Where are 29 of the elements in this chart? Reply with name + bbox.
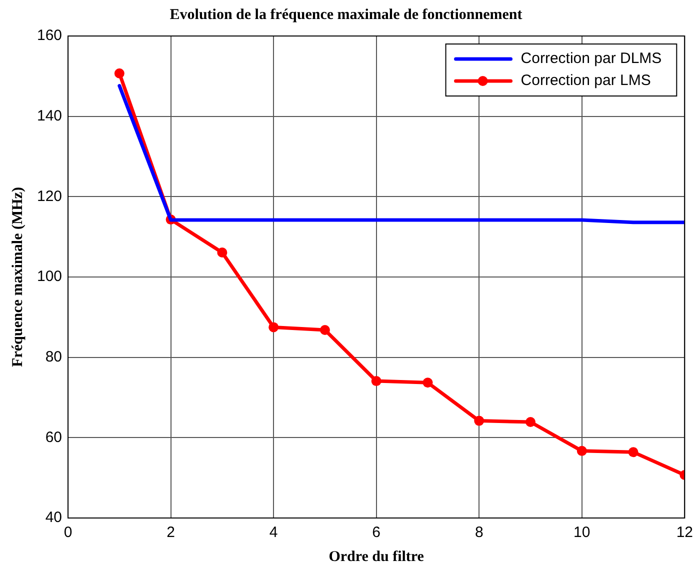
x-tick-label: 4 [269,524,278,542]
point [268,322,279,332]
y-tick-label: 120 [36,188,62,205]
point [114,68,124,78]
point [628,447,638,458]
point [576,446,587,456]
point [217,248,228,258]
x-tick-label: 12 [676,524,693,542]
point [526,417,536,427]
x-axis-title: Ordre du filtre [328,548,424,565]
point [474,416,484,426]
x-tick-label: 0 [64,524,72,542]
chart-title: Evolution de la fréquence maximale de fonctionnement [170,6,522,23]
x-tick-label: 6 [372,524,381,542]
point [422,378,433,388]
x-tick-label: 8 [474,524,484,542]
y-tick-label: 60 [45,428,62,446]
x-tick-label: 2 [166,524,175,542]
y-tick-label: 40 [45,509,62,526]
x-tick-label: 10 [574,524,590,542]
y-tick-label: 100 [36,268,62,286]
legend-label: Correction par LMS [520,72,651,90]
y-tick-label: 140 [36,107,62,124]
point [320,325,330,336]
legend-label: Correction par DLMS [520,50,662,68]
y-axis-title: Fréquence maximale (MHz) [10,187,26,367]
point [371,376,382,386]
y-tick-label: 80 [45,348,62,366]
y-tick-label: 160 [36,27,62,44]
